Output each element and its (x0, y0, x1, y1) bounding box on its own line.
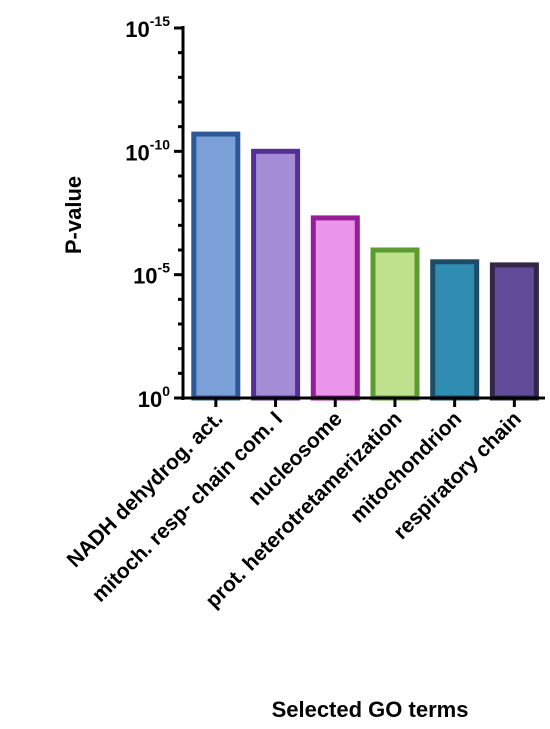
y-tick-label: 10-10 (125, 136, 170, 165)
x-axis-title: Selected GO terms (272, 697, 469, 722)
y-axis-ticks: 100 10-5 10-10 10-15 (125, 13, 183, 412)
y-axis-title: P-value (61, 176, 86, 254)
bar-6 (489, 262, 539, 401)
x-tick-labels: NADH dehydrog. act.mitoch. resp- chain c… (63, 407, 526, 612)
axes (181, 26, 545, 407)
y-tick-label: 100 (138, 383, 170, 412)
bars (191, 131, 539, 401)
bar-3 (310, 215, 360, 401)
bar-1 (191, 131, 241, 401)
bar-4 (370, 247, 420, 401)
bar-2 (251, 148, 301, 401)
y-tick-label: 10-5 (133, 260, 170, 289)
bar-5 (430, 259, 480, 401)
y-tick-label: 10-15 (125, 13, 170, 42)
